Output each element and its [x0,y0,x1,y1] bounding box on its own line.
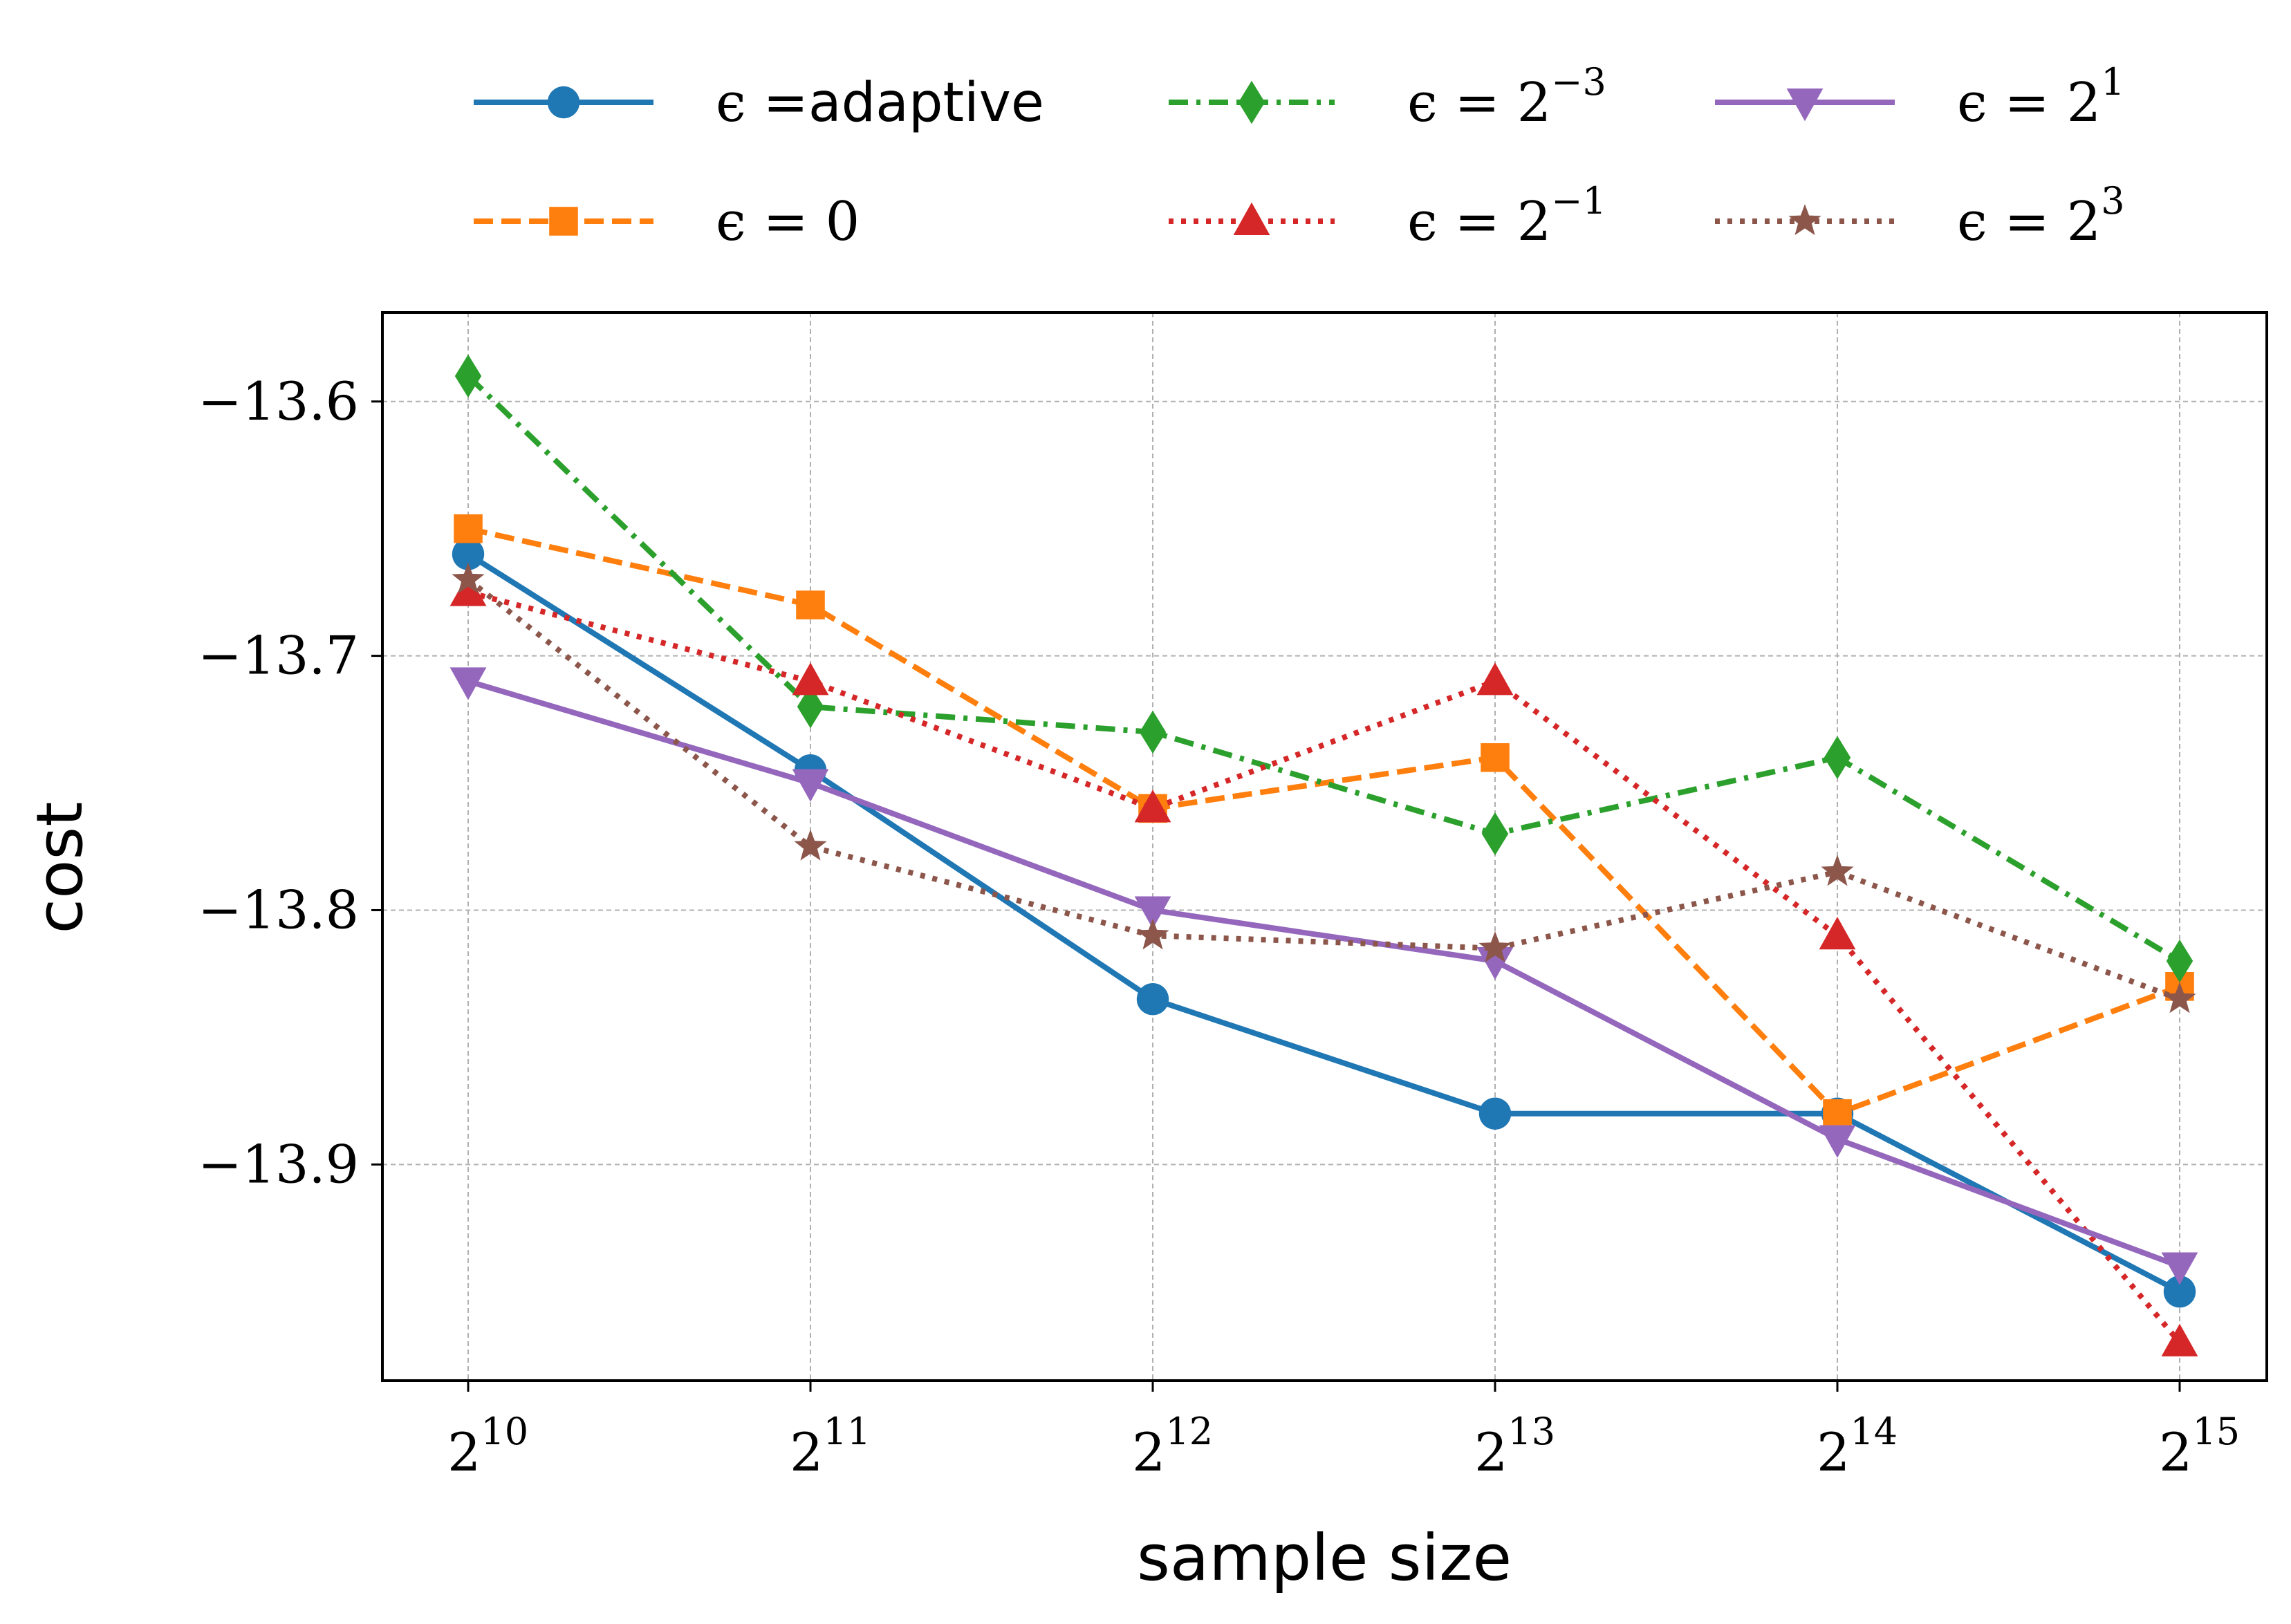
y-tick-label: −13.9 [198,1133,359,1195]
data-point-marker [449,667,487,700]
series-triangle-up [449,573,2198,1356]
data-point-marker [547,86,580,119]
legend-label: ϵ = 21 [1957,60,2125,134]
data-point-marker [794,829,827,861]
series-line [466,552,2181,1294]
data-point-marker [1819,917,1856,950]
y-tick-label: −13.8 [198,879,359,940]
legend-item: ϵ = 0 [474,191,860,253]
data-point-marker [452,562,485,594]
data-point-marker [792,662,829,696]
data-point-marker [2166,939,2193,983]
data-point-marker [1478,931,1512,962]
data-point-marker [792,769,829,802]
legend-item: ϵ = 2−3 [1169,60,1606,134]
data-point-marker [454,514,483,543]
legend-item: ϵ = 21 [1715,60,2125,134]
data-point-marker [796,590,825,619]
y-tick-label: −13.6 [198,371,359,432]
data-point-marker [1786,88,1824,122]
x-tick-label: 211 [790,1410,871,1483]
data-point-marker [2163,982,2196,1014]
series-diamond [454,354,2193,983]
x-tick-label: 215 [2159,1410,2240,1483]
data-point-marker [1823,1099,1852,1128]
data-point-marker [549,207,578,236]
data-point-marker [452,538,485,570]
data-point-marker [1139,710,1167,754]
data-point-marker [449,573,487,606]
data-point-marker [1476,662,1514,696]
x-tick-label: 213 [1474,1410,1555,1483]
legend-label: ϵ = 2−1 [1407,179,1606,253]
data-point-marker [1481,743,1510,772]
y-axis-ticks: −13.6 −13.7 −13.8 −13.9 [198,371,382,1195]
data-point-marker [1819,1125,1856,1158]
series-line [467,589,2182,1345]
data-point-marker [1476,947,1514,980]
legend-item: ϵ = 2−1 [1169,179,1606,253]
series-star [452,562,2196,1014]
x-axis-label: sample size [1137,1521,1512,1595]
y-tick-label: −13.7 [198,625,359,687]
data-point-marker [1788,204,1821,236]
x-axis-ticks: 210 211 212 213 214 215 [447,1381,2240,1483]
legend-item: ϵ =adaptive [474,72,1044,134]
data-point-marker [1233,202,1270,235]
legend-label: ϵ = 0 [716,191,860,253]
data-point-marker [2161,1252,2198,1285]
data-point-marker [2161,1323,2198,1356]
legend-item: ϵ = 23 [1715,179,2125,253]
series-line [466,577,2181,1002]
data-point-marker [1238,80,1265,124]
data-point-marker [1134,896,1171,929]
data-point-marker [2163,1276,2196,1308]
data-point-marker [1136,983,1169,1016]
x-tick-label: 214 [1817,1410,1898,1483]
legend-label: ϵ =adaptive [716,72,1044,134]
data-point-marker [1481,812,1509,856]
data-point-marker [797,684,824,729]
x-tick-label: 210 [447,1410,528,1483]
grid-lines [382,312,2267,1381]
series-line [467,525,2181,1117]
plot-frame [381,311,2268,1382]
legend-label: ϵ = 23 [1957,179,2125,253]
series-triangle-down [449,667,2198,1285]
x-tick-label: 212 [1132,1410,1213,1483]
series-line [466,374,2182,964]
data-point-marker [1136,918,1169,950]
legend-label: ϵ = 2−3 [1407,60,1606,134]
data-point-marker [1478,1097,1512,1130]
series-square [454,514,2194,1128]
plot-series [449,354,2198,1356]
data-point-marker [1824,736,1851,779]
data-point-marker [454,354,482,398]
series-line [467,678,2181,1269]
y-axis-label: cost [23,802,97,934]
data-point-marker [1134,790,1171,823]
legend: ϵ =adaptive ϵ = 0 ϵ = 2−3 ϵ = 2−1 ϵ = 21 ϵ = … [474,60,2125,253]
data-point-marker [1821,855,1854,886]
